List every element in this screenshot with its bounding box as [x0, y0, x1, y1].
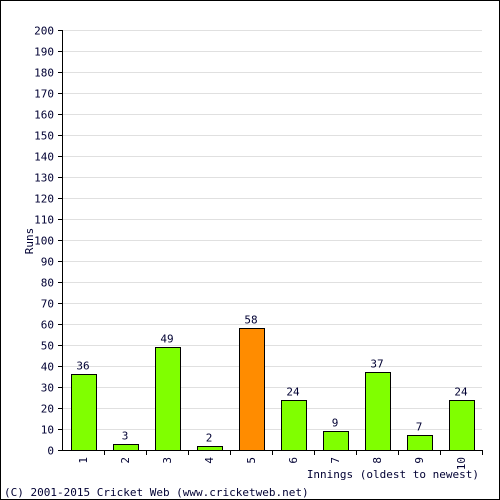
x-tick-label: 5	[245, 457, 258, 464]
bar	[449, 400, 475, 451]
y-tick-label: 50	[41, 340, 54, 353]
bar	[323, 431, 349, 451]
x-tick-label: 4	[203, 457, 216, 464]
y-tick-label: 40	[41, 361, 54, 374]
y-tick-label: 120	[34, 193, 54, 206]
data-label: 49	[160, 333, 173, 346]
bar	[239, 328, 265, 451]
y-tick-label: 160	[34, 109, 54, 122]
y-tick-label: 70	[41, 298, 54, 311]
x-tick-label: 8	[371, 457, 384, 464]
copyright-footer: (C) 2001-2015 Cricket Web (www.cricketwe…	[4, 486, 309, 499]
bar	[365, 372, 391, 451]
x-tick-label: 3	[161, 457, 174, 464]
x-tick-label: 9	[413, 457, 426, 464]
y-tick-label: 190	[34, 46, 54, 59]
y-axis-label: Runs	[23, 228, 36, 255]
y-tick-label: 90	[41, 256, 54, 269]
x-tick-label: 7	[329, 457, 342, 464]
y-tick-label: 10	[41, 424, 54, 437]
bars	[71, 328, 475, 451]
y-tick-label: 30	[41, 382, 54, 395]
y-tick-label: 140	[34, 151, 54, 164]
y-tick-label: 100	[34, 235, 54, 248]
data-label: 3	[122, 430, 129, 443]
y-tick-label: 110	[34, 214, 54, 227]
y-tick-label: 170	[34, 88, 54, 101]
data-label: 24	[286, 386, 300, 399]
data-label: 37	[370, 358, 383, 371]
y-tick-label: 150	[34, 130, 54, 143]
bar	[197, 446, 223, 451]
x-tick-label: 1	[77, 457, 90, 464]
x-axis-label: Innings (oldest to newest)	[307, 468, 479, 481]
y-tick-label: 180	[34, 67, 54, 80]
bar	[155, 347, 181, 451]
data-label: 7	[416, 421, 423, 434]
data-label: 2	[206, 432, 213, 445]
data-label: 58	[244, 314, 257, 327]
y-tick-label: 0	[47, 445, 54, 458]
y-tick-label: 20	[41, 403, 54, 416]
data-label: 9	[332, 417, 339, 430]
x-tick-label: 2	[119, 457, 132, 464]
grid-lines	[62, 30, 482, 430]
x-tick-label: 10	[455, 457, 468, 470]
y-tick-label: 200	[34, 25, 54, 38]
bar	[71, 374, 97, 451]
y-tick-label: 60	[41, 319, 54, 332]
y-tick-labels: 0 10 20 30 40 50 60 70 80 90 100 110 120 130 140 150 160…	[34, 25, 54, 458]
x-tick-labels: 1 2 3 4 5 6 7 8 9 10	[77, 457, 468, 471]
y-tick-label: 80	[41, 277, 54, 290]
x-tick-label: 6	[287, 457, 300, 464]
bar	[281, 400, 307, 451]
data-labels: 36 3 49 2 58 24 9 37 7 24	[76, 314, 468, 445]
y-tick-label: 130	[34, 172, 54, 185]
bar	[113, 444, 139, 451]
data-label: 24	[454, 386, 468, 399]
axes	[58, 30, 483, 455]
data-label: 36	[76, 360, 89, 373]
bar	[407, 435, 433, 451]
